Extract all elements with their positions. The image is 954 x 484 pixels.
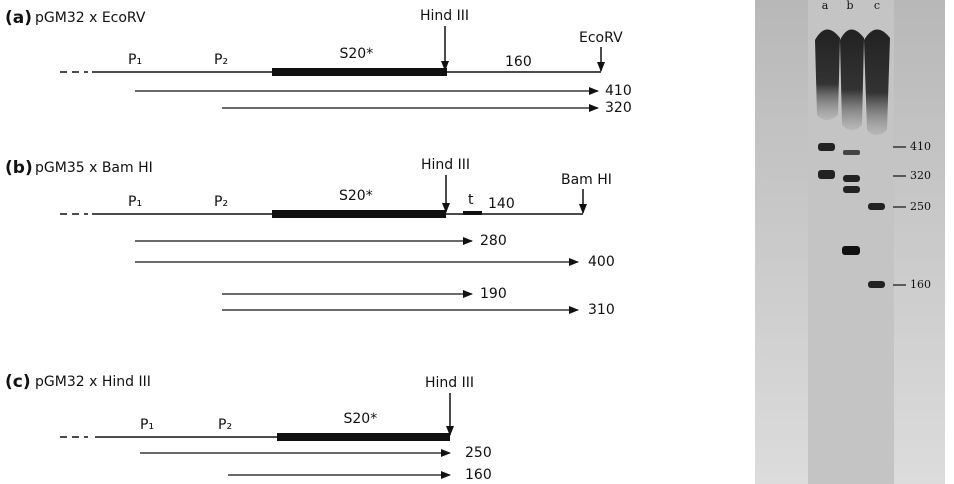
gel <box>755 0 945 484</box>
size-marker: 410 <box>910 140 931 153</box>
promoter-label: P₁ <box>128 194 142 210</box>
panel-title: pGM32 x EcoRV <box>35 10 146 26</box>
promoter-label: P₂ <box>218 417 232 433</box>
band <box>818 143 835 151</box>
terminator-bar <box>463 211 482 215</box>
transcript-length: 310 <box>588 302 615 318</box>
transcript-length: 280 <box>480 233 507 249</box>
gene-bar <box>272 68 447 76</box>
smear <box>840 29 864 130</box>
panel-title: pGM32 x Hind III <box>35 374 151 390</box>
transcript-length: 190 <box>480 286 507 302</box>
end-site-label: EcoRV <box>579 30 623 46</box>
lane-label: c <box>874 0 880 12</box>
segment-label: 140 <box>488 196 515 212</box>
gene-label: S20* <box>344 411 378 427</box>
panel-label: (c) <box>5 372 31 392</box>
end-site-label: Bam HI <box>561 172 612 188</box>
band <box>843 150 860 155</box>
gene-bar <box>272 210 446 218</box>
band <box>818 170 835 179</box>
transcript-length: 410 <box>605 83 632 99</box>
segment-label: 160 <box>505 54 532 70</box>
promoter-label: P₂ <box>214 52 228 68</box>
smear <box>864 29 890 135</box>
size-marker: 160 <box>910 278 931 291</box>
site-label: Hind III <box>425 375 474 391</box>
lane-label: a <box>822 0 829 12</box>
transcript-length: 400 <box>588 254 615 270</box>
terminator-label: t <box>468 192 474 208</box>
gene-label: S20* <box>340 46 374 62</box>
panel-label: (b) <box>5 158 33 178</box>
band <box>842 246 860 255</box>
promoter-label: P₂ <box>214 194 228 210</box>
transcript-length: 160 <box>465 467 492 483</box>
site-label: Hind III <box>421 157 470 173</box>
panel-title: pGM35 x Bam HI <box>35 160 153 176</box>
size-marker: 250 <box>910 200 931 213</box>
promoter-label: P₁ <box>128 52 142 68</box>
band <box>843 186 860 193</box>
size-marker: 320 <box>910 169 931 182</box>
site-label: Hind III <box>420 8 469 24</box>
band <box>868 203 885 210</box>
transcript-length: 250 <box>465 445 492 461</box>
page: (a)pGM32 x EcoRV P₁ P₂ S20* Hind III 160 EcoRV… <box>0 0 954 484</box>
band <box>868 281 885 288</box>
transcript-length: 320 <box>605 100 632 116</box>
gene-label: S20* <box>339 188 373 204</box>
band <box>843 175 860 182</box>
promoter-label: P₁ <box>140 417 154 433</box>
lane-label: b <box>846 0 853 12</box>
gene-bar <box>277 433 450 441</box>
smear <box>815 29 840 120</box>
panel-label: (a) <box>5 8 32 28</box>
figure: (a)pGM32 x EcoRV P₁ P₂ S20* Hind III 160 EcoRV… <box>0 0 954 484</box>
